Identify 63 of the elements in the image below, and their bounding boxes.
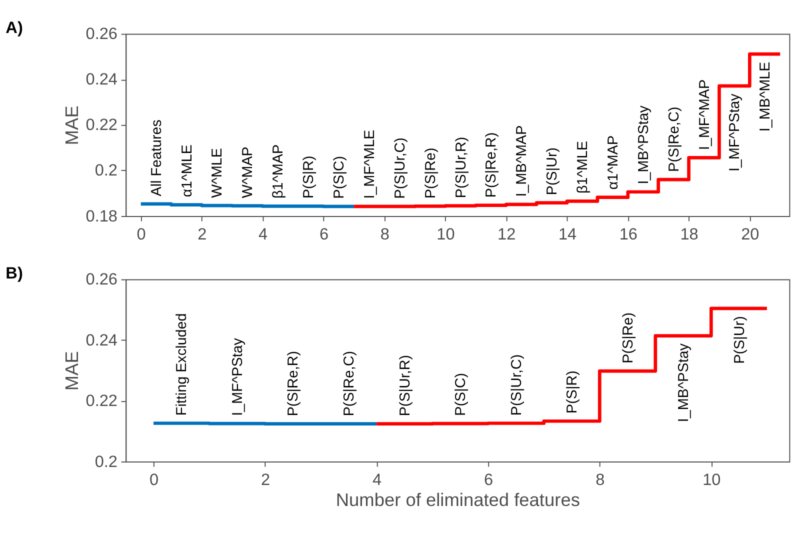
annotation: P(S|Re,C) (666, 106, 682, 172)
annotation: P(S|Ur,R) (453, 136, 470, 198)
annotation: W^MLE (210, 148, 226, 198)
chart-title: B) (6, 264, 23, 282)
x-tick-label: 16 (619, 226, 638, 244)
x-tick-label: 14 (558, 226, 577, 244)
annotation: I_MB^MAP (514, 125, 530, 197)
y-axis-title: MAE (62, 351, 82, 391)
y-tick-label: 0.24 (86, 331, 118, 350)
annotation: P(S|Ur,C) (392, 138, 408, 199)
y-axis-title: MAE (62, 106, 82, 146)
annotation: P(S|Re) (620, 312, 636, 364)
annotation: P(S|R) (301, 156, 318, 199)
annotation: α1^MAP (605, 135, 622, 190)
annotation: I_MB^PStay (676, 342, 692, 422)
x-tick-label: 8 (596, 471, 605, 490)
x-tick-label: 6 (319, 226, 329, 244)
annotation: P(S|C) (332, 156, 348, 199)
annotation: P(S|Ur) (544, 147, 561, 196)
annotation: P(S|Re,R) (286, 350, 302, 416)
x-axis-title: Number of eliminated features (336, 490, 580, 510)
annotation: I_MB^PStay (636, 104, 652, 184)
x-tick-label: 0 (149, 471, 159, 490)
annotation: β1^MAP (270, 144, 287, 199)
annotation: P(S|Ur,R) (397, 354, 414, 416)
annotation: β1^MLE (575, 140, 592, 194)
x-tick-label: 8 (380, 226, 390, 244)
annotation: W^MAP (240, 146, 256, 198)
annotation: I_MB^MLE (758, 62, 774, 132)
y-tick-label: 0.2 (94, 452, 118, 471)
annotation: P(S|Ur,C) (508, 354, 525, 416)
y-tick-label: 0.26 (86, 270, 118, 289)
annotation: P(S|Re,C) (341, 350, 358, 416)
annotation: I_MF^PStay (727, 92, 744, 172)
annotation: P(S|R) (564, 370, 581, 414)
y-tick-label: 0.26 (86, 25, 118, 44)
annotation: I_MF^MLE (362, 130, 378, 199)
y-tick-label: 0.2 (94, 162, 118, 180)
annotation: P(S|Re) (422, 148, 439, 199)
x-tick-label: 10 (436, 226, 455, 244)
x-tick-label: 6 (484, 471, 494, 490)
y-tick-label: 0.22 (86, 392, 118, 410)
x-tick-label: 18 (680, 226, 698, 244)
annotation: I_MF^MAP (696, 79, 713, 150)
annotation: P(S|C) (453, 373, 470, 416)
x-tick-label: 4 (372, 471, 382, 490)
annotation: Fitting Excluded (174, 313, 190, 416)
annotation: All Features (148, 120, 165, 196)
y-tick-label: 0.24 (86, 70, 118, 89)
y-tick-label: 0.22 (86, 116, 118, 134)
annotation: I_MF^PStay (230, 337, 246, 416)
chart-title: A) (6, 18, 23, 37)
annotation: α1^MLE (179, 144, 196, 198)
x-tick-label: 12 (498, 226, 516, 244)
x-tick-label: 2 (198, 226, 207, 244)
x-tick-label: 4 (258, 226, 268, 244)
x-tick-label: 0 (136, 226, 146, 244)
x-tick-label: 10 (702, 471, 721, 490)
annotation: P(S|Ur) (732, 316, 748, 364)
y-tick-label: 0.18 (86, 207, 118, 226)
x-tick-label: 20 (741, 226, 760, 244)
x-tick-label: 2 (260, 471, 270, 490)
annotation: P(S|Re,R) (484, 132, 500, 198)
